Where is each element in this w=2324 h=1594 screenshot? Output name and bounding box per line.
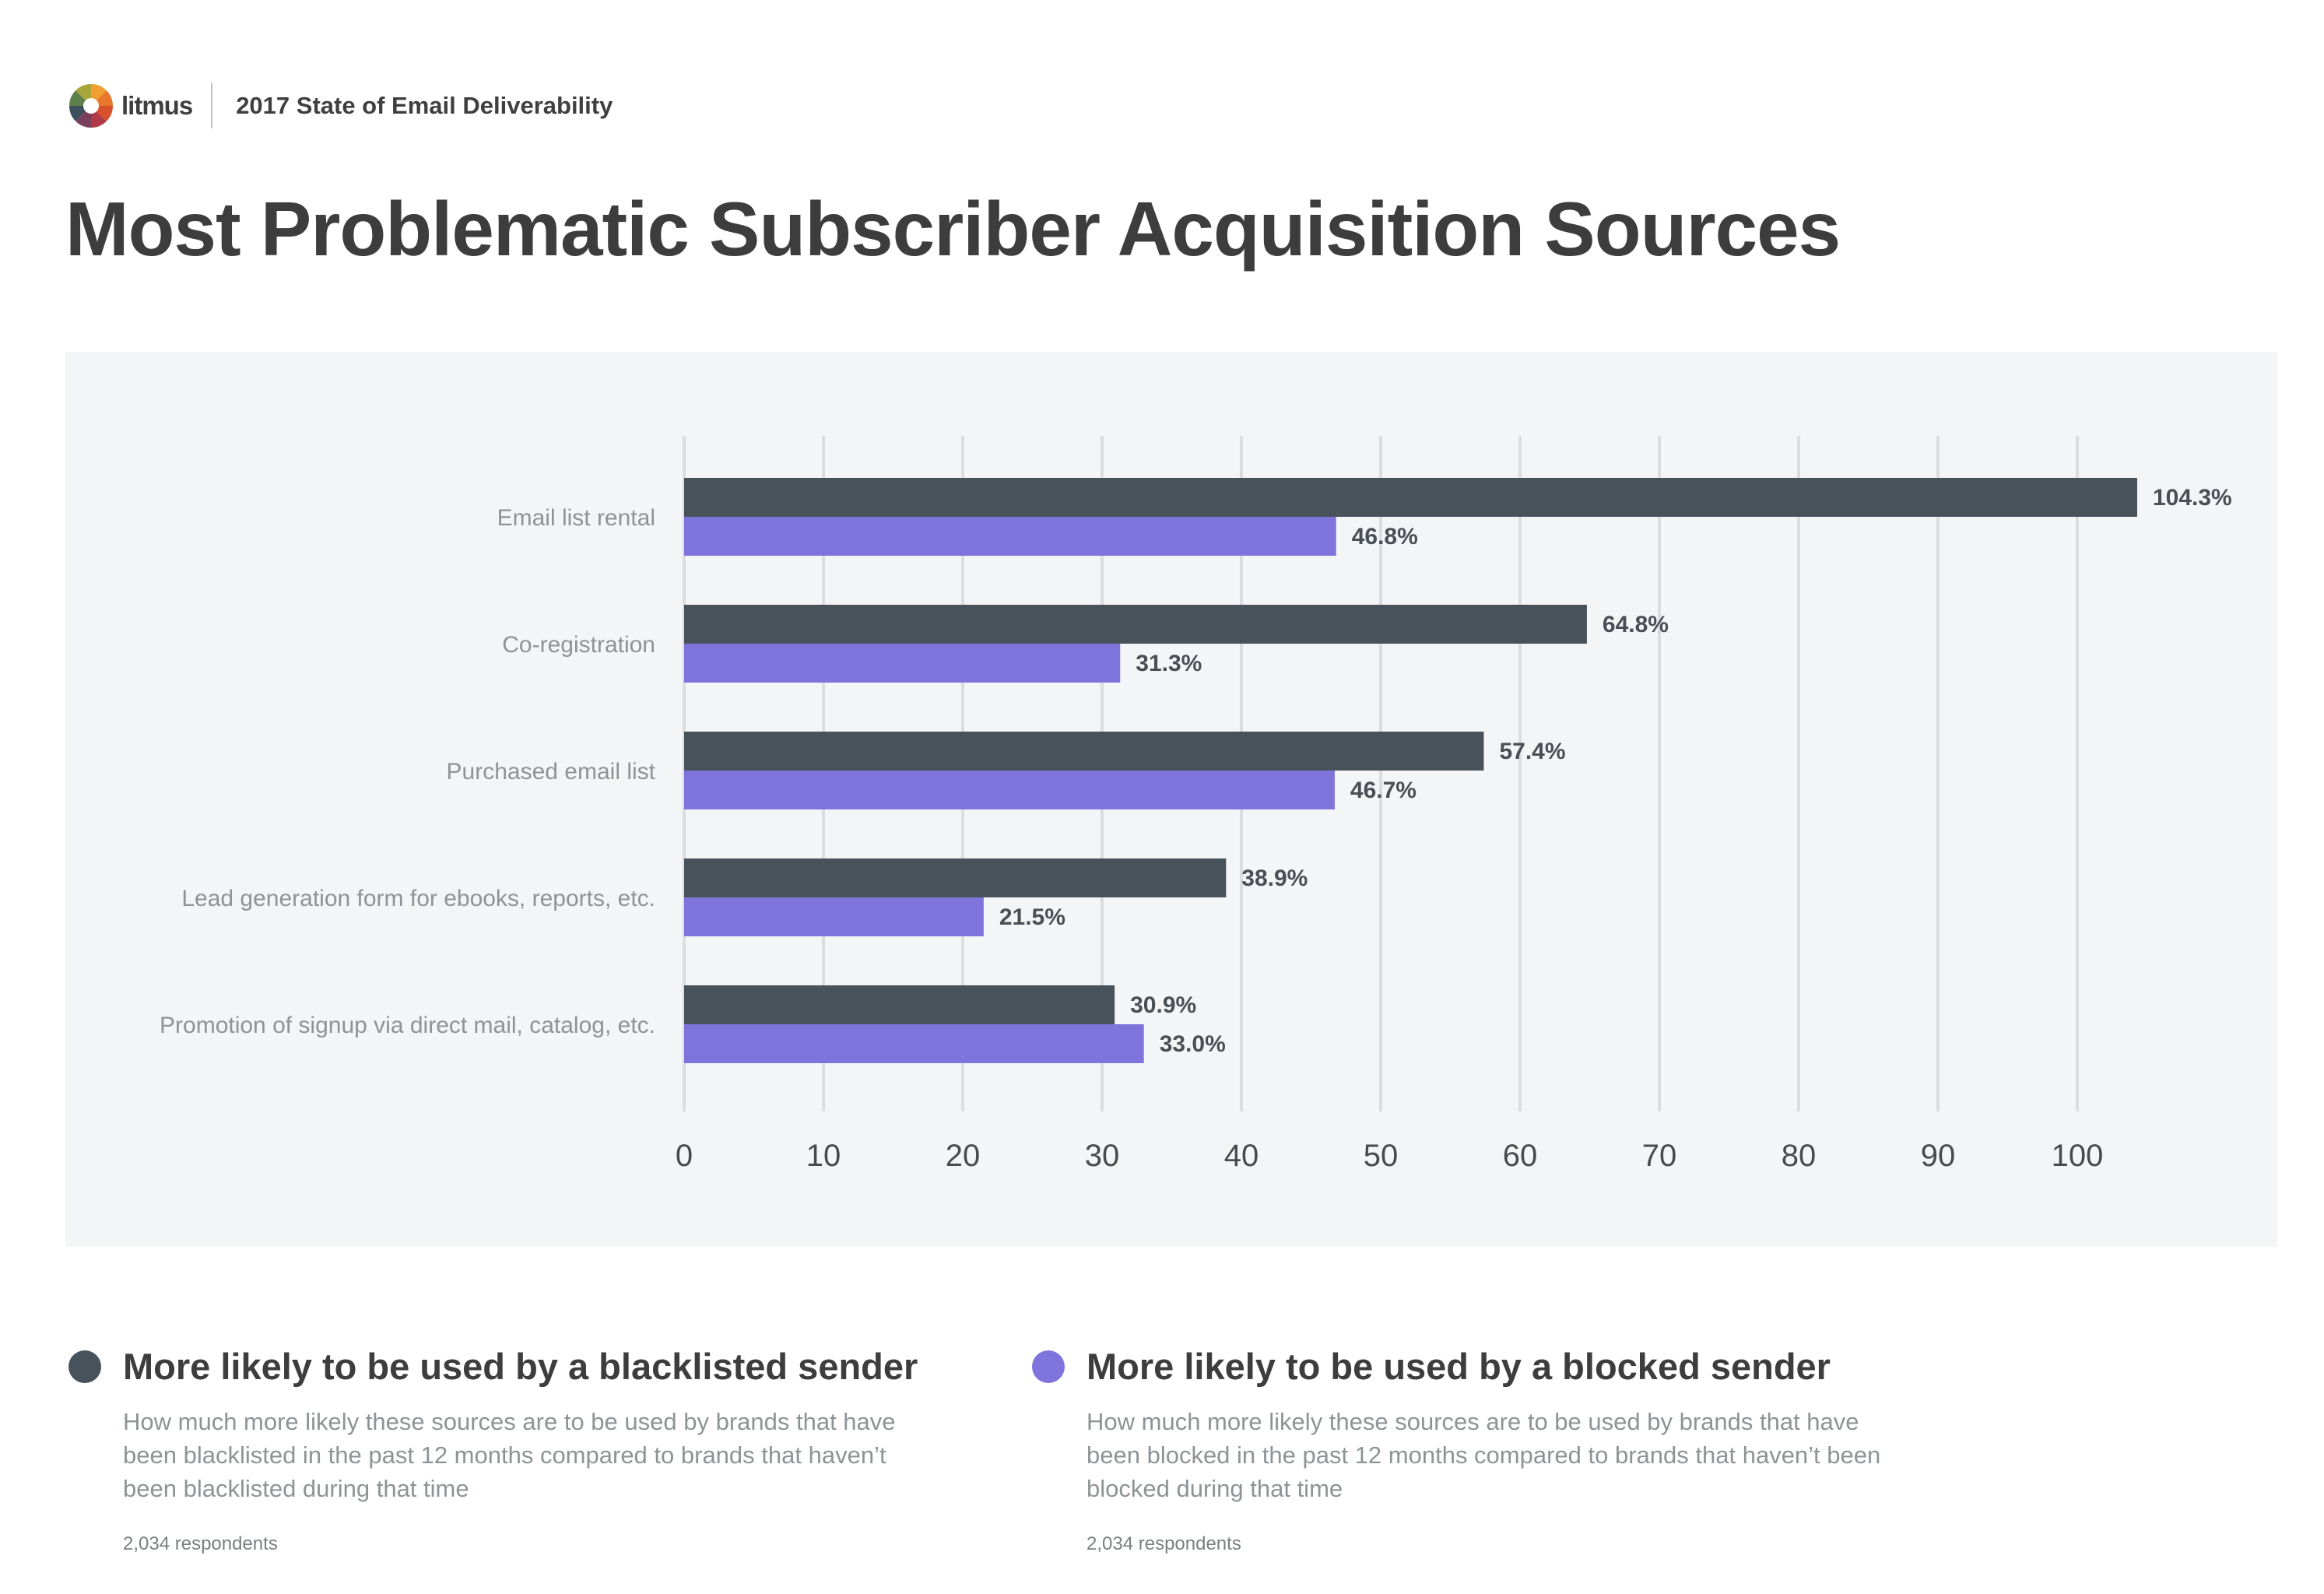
category-label: Lead generation form for ebooks, reports… (181, 886, 655, 911)
category-label: Purchased email list (447, 759, 656, 785)
bar-blacklisted (684, 478, 2137, 517)
bar-blacklisted (684, 985, 1115, 1024)
page-title: Most Problematic Subscriber Acquisition … (65, 186, 1841, 272)
legend-blocked: More likely to be used by a blocked send… (1032, 1345, 1896, 1555)
legend-title-blacklisted: More likely to be used by a blacklisted … (123, 1346, 918, 1387)
x-tick-label: 60 (1503, 1139, 1538, 1173)
legend-respondents-blacklisted: 2,034 respondents (123, 1533, 278, 1554)
data-label: 31.3% (1136, 651, 1202, 676)
category-label: Promotion of signup via direct mail, cat… (160, 1013, 655, 1038)
category-label: Co-registration (502, 632, 655, 658)
chart-panel: 0 10 20 30 40 50 60 70 80 90 100 Email list rental 1… (65, 352, 2277, 1247)
bar-blocked (684, 897, 984, 936)
data-label: 57.4% (1499, 739, 1565, 764)
data-label: 104.3% (2153, 485, 2232, 511)
x-tick-label: 80 (1782, 1139, 1817, 1173)
data-label: 46.7% (1350, 778, 1417, 803)
logo-wordmark: litmus (121, 91, 193, 120)
legend-description-blocked: How much more likely these sources are t… (1087, 1408, 1881, 1502)
legend-title-blocked: More likely to be used by a blocked send… (1087, 1346, 1831, 1387)
header-divider (211, 83, 213, 128)
bar-blacklisted (684, 732, 1484, 771)
bar-chart: 0 10 20 30 40 50 60 70 80 90 100 Email list rental 1… (160, 436, 2232, 1173)
legend-description-blacklisted: How much more likely these sources are t… (123, 1408, 896, 1502)
report-name: 2017 State of Email Deliverability (236, 92, 613, 119)
x-tick-label: 20 (946, 1139, 981, 1173)
x-tick-label: 30 (1085, 1139, 1120, 1173)
bar-blocked (684, 1024, 1144, 1063)
litmus-logo-icon (69, 84, 113, 128)
x-tick-label: 70 (1642, 1139, 1677, 1173)
data-label: 46.8% (1352, 524, 1418, 549)
data-label: 64.8% (1603, 612, 1669, 637)
x-tick-label: 40 (1224, 1139, 1259, 1173)
x-tick-label: 50 (1364, 1139, 1399, 1173)
legend-swatch-blacklisted (68, 1350, 101, 1383)
data-label: 33.0% (1160, 1031, 1226, 1057)
x-tick-label: 90 (1921, 1139, 1956, 1173)
x-tick-label: 10 (806, 1139, 841, 1173)
bar-blocked (684, 517, 1336, 556)
report-header: litmus 2017 State of Email Deliverabilit… (68, 81, 613, 131)
x-tick-label: 100 (2052, 1139, 2104, 1173)
data-label: 38.9% (1241, 865, 1308, 891)
category-label: Email list rental (497, 505, 655, 531)
legend-respondents-blocked: 2,034 respondents (1087, 1533, 1241, 1554)
data-label: 30.9% (1130, 992, 1196, 1018)
bar-blocked (684, 644, 1121, 683)
x-tick-label: 0 (676, 1139, 693, 1173)
legend-swatch-blocked (1032, 1350, 1065, 1383)
data-label: 21.5% (999, 904, 1065, 930)
bar-blacklisted (684, 858, 1227, 897)
legend-blacklisted: More likely to be used by a blacklisted … (68, 1345, 932, 1555)
bar-blacklisted (684, 605, 1587, 644)
bar-blocked (684, 771, 1335, 809)
